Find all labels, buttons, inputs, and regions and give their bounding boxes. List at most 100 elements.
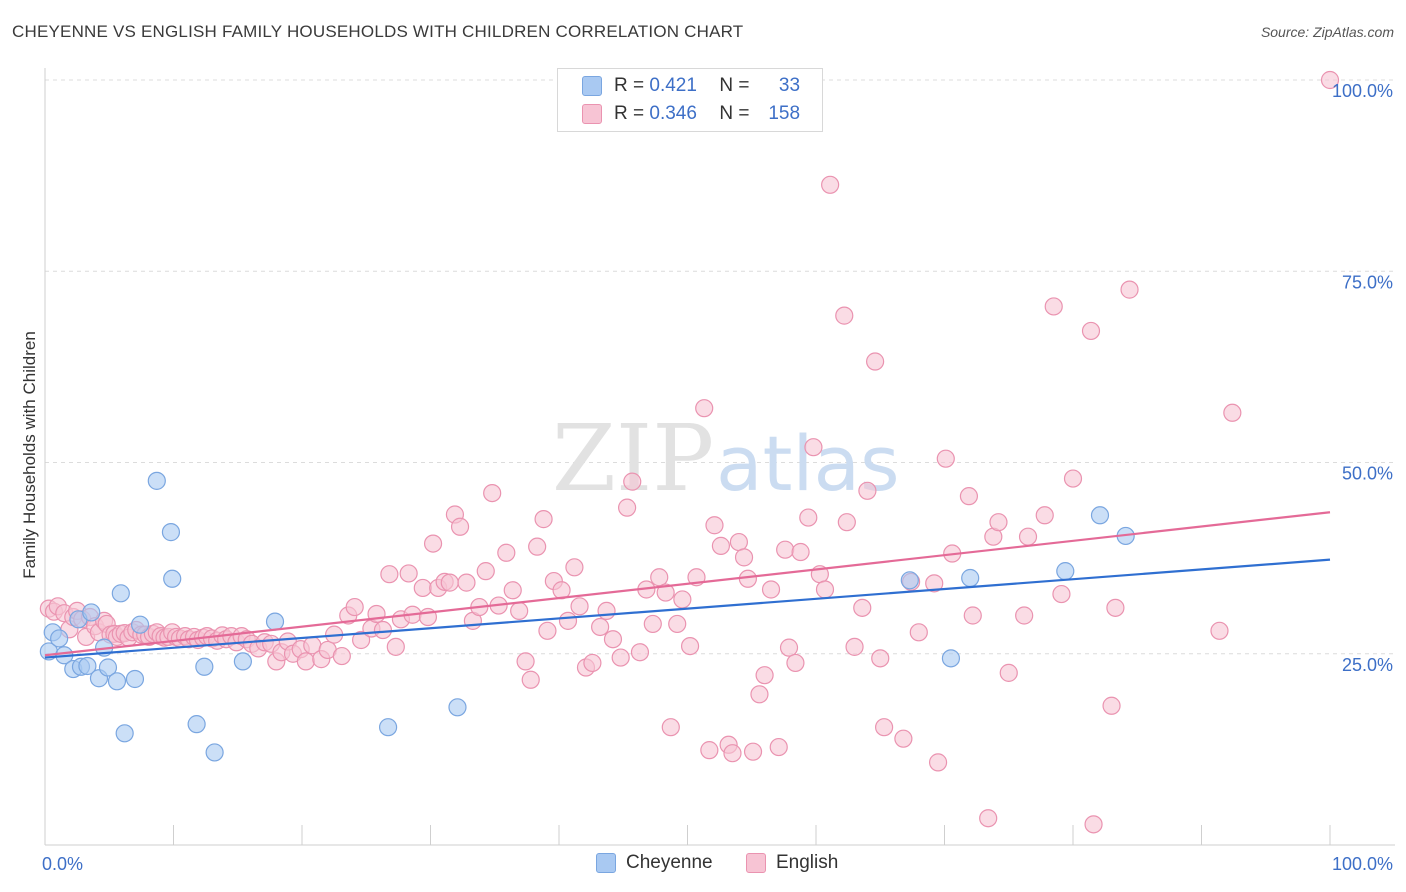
cheyenne-point xyxy=(98,658,118,677)
english-point xyxy=(476,562,495,581)
english-point xyxy=(399,564,418,583)
cheyenne-point xyxy=(187,715,206,734)
y-tick-label: 50.0% xyxy=(1342,464,1393,484)
english-point xyxy=(711,536,731,555)
english-point xyxy=(723,744,742,763)
english-point xyxy=(497,543,516,562)
english-point xyxy=(673,590,692,609)
cheyenne-point xyxy=(163,569,182,588)
x-tick-label: 0.0% xyxy=(42,854,83,874)
english-point xyxy=(1320,70,1340,90)
english-point xyxy=(1035,506,1054,525)
english-point xyxy=(1210,621,1229,640)
correlation-stats-box: R = 0.421 N = 33 R = 0.346 N = 158 xyxy=(557,68,823,132)
english-point xyxy=(779,638,799,657)
trend-lines xyxy=(44,511,1331,659)
english-trend-line xyxy=(44,511,1331,657)
english-point xyxy=(750,685,769,704)
english-point xyxy=(936,449,955,468)
english-point xyxy=(570,597,589,616)
english-point xyxy=(761,580,781,599)
english-point xyxy=(565,558,584,577)
english-point xyxy=(296,652,315,671)
english-point xyxy=(858,481,877,500)
english-point xyxy=(603,630,623,649)
english-point xyxy=(963,606,982,625)
english-point xyxy=(799,508,818,527)
english-point xyxy=(1052,584,1071,604)
cheyenne-point xyxy=(107,672,127,691)
english-point xyxy=(656,583,675,602)
cheyenne-point xyxy=(205,743,224,762)
english-point xyxy=(845,637,864,656)
english-point xyxy=(1015,606,1034,625)
cheyenne-point xyxy=(265,612,285,631)
english-point xyxy=(755,666,774,685)
english-point xyxy=(386,637,405,656)
english-point xyxy=(668,614,687,634)
y-tick-label: 100.0% xyxy=(1332,81,1393,101)
english-point xyxy=(1102,696,1121,715)
english-point xyxy=(1120,280,1139,299)
english-point xyxy=(925,574,944,593)
english-point xyxy=(769,737,788,757)
english-point xyxy=(700,741,719,760)
cheyenne-point xyxy=(82,603,101,622)
tick-labels: 25.0% 50.0% 75.0% 100.0% 0.0% 100.0% xyxy=(42,81,1393,874)
english-point xyxy=(503,581,522,600)
cheyenne-point xyxy=(147,471,166,490)
n-label: N = xyxy=(719,75,750,96)
r-label: R = xyxy=(614,75,645,96)
english-point xyxy=(999,663,1018,682)
y-tick-label: 75.0% xyxy=(1342,272,1393,292)
english-point xyxy=(695,399,714,418)
english-point xyxy=(345,597,364,617)
english-point xyxy=(538,621,557,640)
english-point xyxy=(1063,469,1083,488)
cheyenne-point xyxy=(50,629,69,648)
watermark: ZIP atlas xyxy=(552,405,900,512)
english-point xyxy=(1018,527,1038,546)
english-point xyxy=(743,742,763,761)
legend-item-cheyenne[interactable]: Cheyenne xyxy=(596,852,713,874)
english-point xyxy=(650,568,669,587)
english-point xyxy=(705,516,724,535)
n-value: 33 xyxy=(778,75,801,96)
cheyenne-point xyxy=(161,523,181,542)
cheyenne-point xyxy=(130,615,150,634)
english-point xyxy=(989,513,1008,532)
english-point xyxy=(528,537,547,556)
english-point xyxy=(510,601,529,621)
stats-row-english: R = 0.346 N = 158 xyxy=(582,102,800,126)
source-credit: Source: ZipAtlas.com xyxy=(1260,24,1394,40)
chart-title: CHEYENNE VS ENGLISH FAMILY HOUSEHOLDS WI… xyxy=(12,22,744,41)
english-point xyxy=(457,573,476,592)
english-point xyxy=(804,438,823,457)
cheyenne-legend-swatch xyxy=(596,853,616,873)
r-value: 0.421 xyxy=(649,75,697,96)
english-point xyxy=(791,542,810,562)
english-point xyxy=(440,573,459,592)
legend-label: English xyxy=(776,852,839,873)
english-point xyxy=(643,614,662,634)
cheyenne-points xyxy=(39,471,1135,762)
english-point xyxy=(894,729,913,748)
english-point xyxy=(835,306,854,325)
english-point xyxy=(979,809,998,828)
axes xyxy=(44,68,1395,846)
english-point xyxy=(680,636,700,656)
english-point xyxy=(959,487,979,506)
r-value: 0.346 xyxy=(649,103,697,124)
legend-label: Cheyenne xyxy=(626,852,713,873)
english-point xyxy=(815,580,835,599)
english-point xyxy=(821,175,840,194)
english-point xyxy=(373,620,393,640)
english-point xyxy=(630,643,650,662)
legend-item-english[interactable]: English xyxy=(746,852,838,874)
english-point xyxy=(729,532,749,552)
english-point xyxy=(332,646,351,666)
english-point xyxy=(534,510,553,529)
english-point xyxy=(871,649,890,668)
english-point xyxy=(558,611,578,630)
